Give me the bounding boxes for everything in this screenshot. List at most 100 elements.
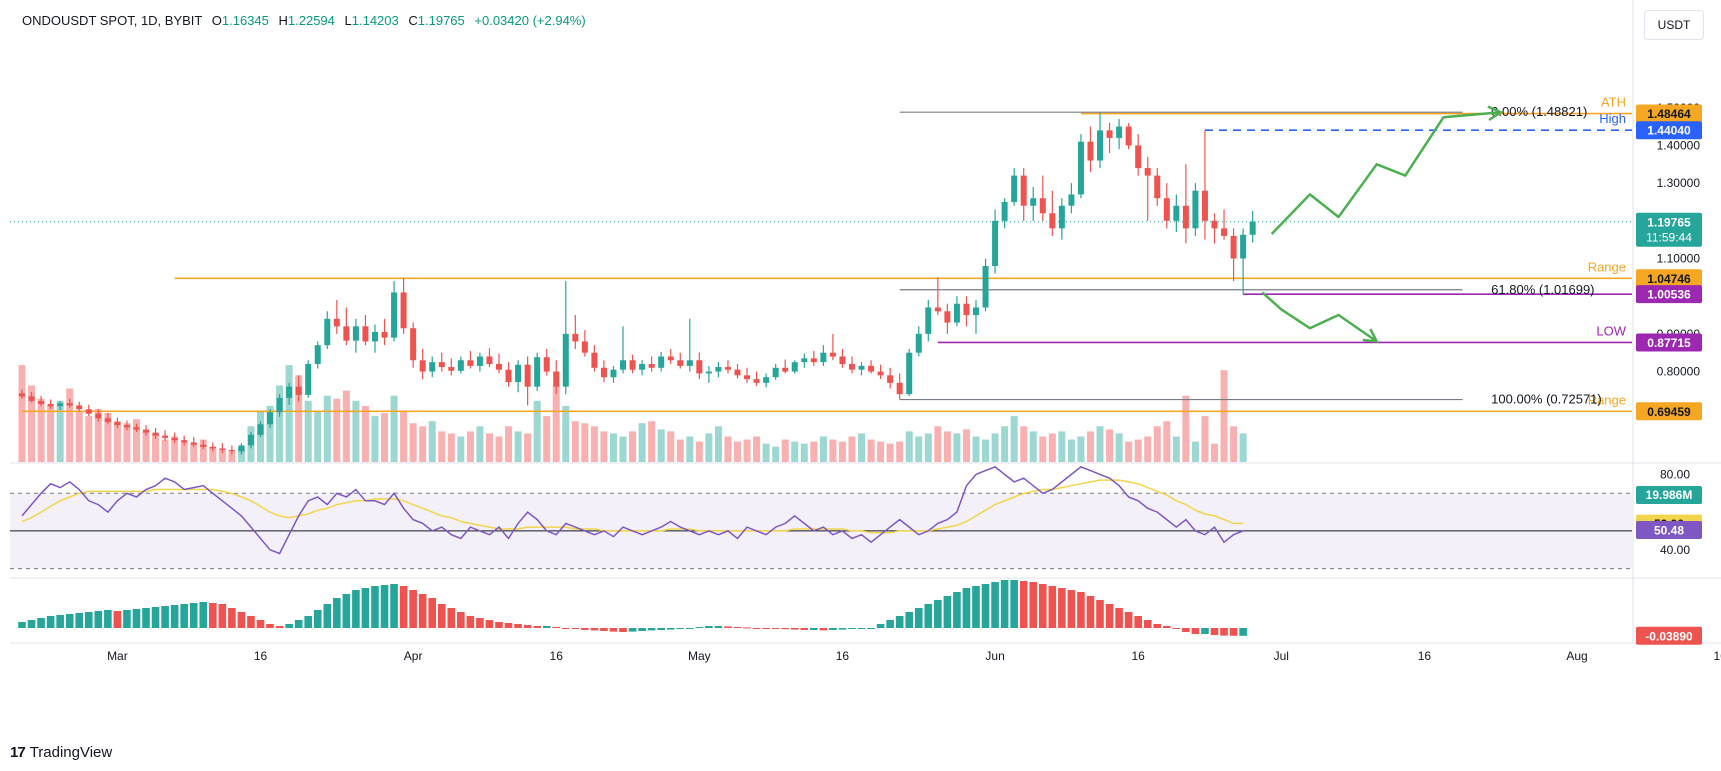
macd-bar [1048, 586, 1057, 628]
macd-bar [972, 586, 980, 628]
macd-bar [170, 605, 179, 628]
candle-body [276, 397, 283, 413]
macd-bar [65, 614, 74, 628]
candle-body [1077, 141, 1084, 195]
volume-bar [819, 436, 827, 462]
candle-body [696, 360, 703, 374]
candle-body [600, 367, 607, 378]
candle-body [944, 311, 951, 323]
volume-bar [1077, 436, 1085, 462]
open-value: 1.16345 [221, 13, 269, 28]
candle-body [572, 333, 579, 342]
tradingview-logo-icon: 17 [10, 744, 26, 761]
volume-bar [648, 421, 656, 462]
macd-bar [189, 603, 198, 628]
candle-body [515, 364, 522, 383]
candle-body [782, 367, 789, 372]
candle-body [114, 422, 121, 426]
macd-bar [361, 588, 370, 628]
volume-bar [886, 443, 894, 462]
price-level-tag-3 [1636, 285, 1702, 304]
macd-bar [647, 628, 656, 631]
macd-bar [399, 586, 408, 628]
projection-arrow-up [1270, 111, 1501, 235]
candle-body [28, 396, 35, 401]
volume-bar [333, 398, 341, 462]
macd-bar [104, 610, 112, 628]
candle-body [448, 367, 455, 371]
macd-bar [466, 616, 475, 628]
candle-body [228, 449, 235, 452]
macd-bar [1077, 592, 1085, 628]
candle-body [562, 333, 569, 387]
projection-arrow-down [1261, 291, 1378, 343]
volume-bar [190, 443, 198, 462]
candle-body [476, 356, 483, 366]
candle-body [1154, 175, 1161, 199]
price-level-tag-5 [1636, 402, 1702, 421]
macd-bar [495, 622, 503, 628]
volume-bar [352, 400, 360, 462]
volume-bar [705, 433, 713, 462]
volume-bar [457, 436, 465, 462]
candle-body [1049, 213, 1056, 229]
macd-bar [724, 626, 732, 628]
macd-bar [609, 628, 618, 632]
candle-body [992, 220, 999, 267]
macd-bar [123, 610, 131, 628]
macd-bar [266, 624, 274, 628]
candle-body [868, 365, 875, 372]
fib-label-1: 61.80% (1.01699) [1491, 282, 1594, 297]
macd-bar [590, 628, 599, 631]
candle-body [1001, 201, 1008, 221]
candle-body [400, 292, 407, 329]
macd-bar [905, 612, 914, 628]
macd-bar [581, 628, 589, 630]
macd-bar [953, 592, 961, 628]
candle-body [906, 352, 913, 395]
candle-body [66, 403, 73, 406]
candle-body [973, 307, 979, 316]
macd-bar [1124, 612, 1133, 628]
candle-body [724, 367, 731, 370]
macd-bar [418, 594, 427, 628]
candle-body [887, 375, 894, 383]
rsi-tag-text-1: 50.48 [1654, 524, 1684, 538]
volume-bar [772, 446, 780, 462]
candle-body [1192, 190, 1199, 229]
tradingview-brand[interactable]: 17 TradingView [10, 744, 112, 761]
candle-body [1011, 175, 1018, 202]
volume-bar [552, 385, 560, 462]
macd-bar [294, 620, 303, 628]
volume-bar [266, 405, 274, 462]
volume-bar [1020, 426, 1028, 462]
projection-arrow-up-head [1487, 105, 1504, 122]
volume-bar [571, 421, 579, 462]
volume-bar [1010, 416, 1018, 462]
volume-bar [848, 436, 856, 462]
volume-bar [323, 395, 331, 462]
price-level-tag-0 [1636, 104, 1702, 123]
macd-bar [37, 618, 45, 628]
candle-body [76, 405, 83, 410]
candle-body [1087, 141, 1094, 161]
candle-body [371, 331, 378, 342]
open-label: O [211, 13, 222, 28]
y-tick-label-1: 1.40000 [1657, 138, 1701, 152]
volume-bar [85, 416, 93, 462]
macd-bar [743, 627, 751, 629]
candle-body [505, 369, 512, 383]
candle-body [1097, 130, 1104, 161]
volume-bar [142, 431, 150, 462]
price-level-tag-text-5: 0.69459 [1647, 405, 1691, 419]
macd-bar [1029, 582, 1038, 628]
x-tick-label-6: Jun [985, 649, 1004, 663]
candle-body [295, 386, 302, 395]
volume-bar [915, 436, 923, 462]
macd-bar [762, 628, 770, 629]
symbol-header: ONDOUSDT SPOT, 1D, BYBIT O1.16345 H1.225… [22, 13, 586, 28]
currency-button[interactable]: USDT [1644, 10, 1704, 40]
volume-bar [724, 436, 732, 462]
volume-bar [810, 441, 818, 462]
